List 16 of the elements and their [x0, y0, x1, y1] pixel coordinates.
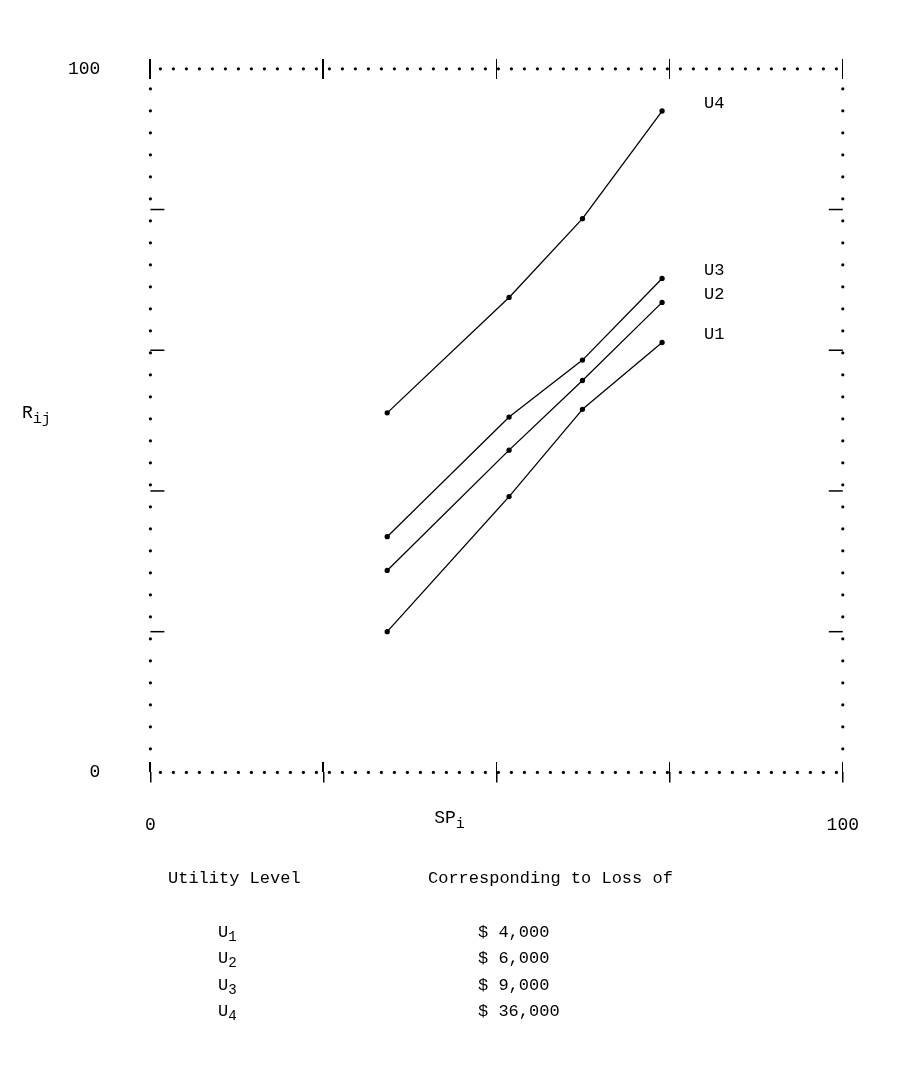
text: U$_{4}$ [217, 1001, 238, 1027]
text: U$_{1}$ [217, 922, 238, 948]
y-axis-title: R$_{ij}$ [22, 403, 51, 428]
text: Utility Level [167, 868, 302, 890]
text: U4 [704, 93, 725, 113]
text: $ 4,000 [477, 922, 551, 944]
text: U$_{2}$ [217, 948, 238, 974]
x-axis-title: SP$_{i}$ [434, 808, 465, 833]
text: $ 6,000 [477, 948, 551, 971]
text: $ 9,000 [477, 974, 551, 997]
text: U2 [704, 284, 725, 304]
text: $ 36,000 [477, 1001, 561, 1024]
text: U1 [704, 325, 725, 344]
text: Corresponding to Loss of [428, 868, 674, 890]
text: U$_{3}$ [217, 974, 238, 1001]
text: U3 [704, 260, 725, 280]
